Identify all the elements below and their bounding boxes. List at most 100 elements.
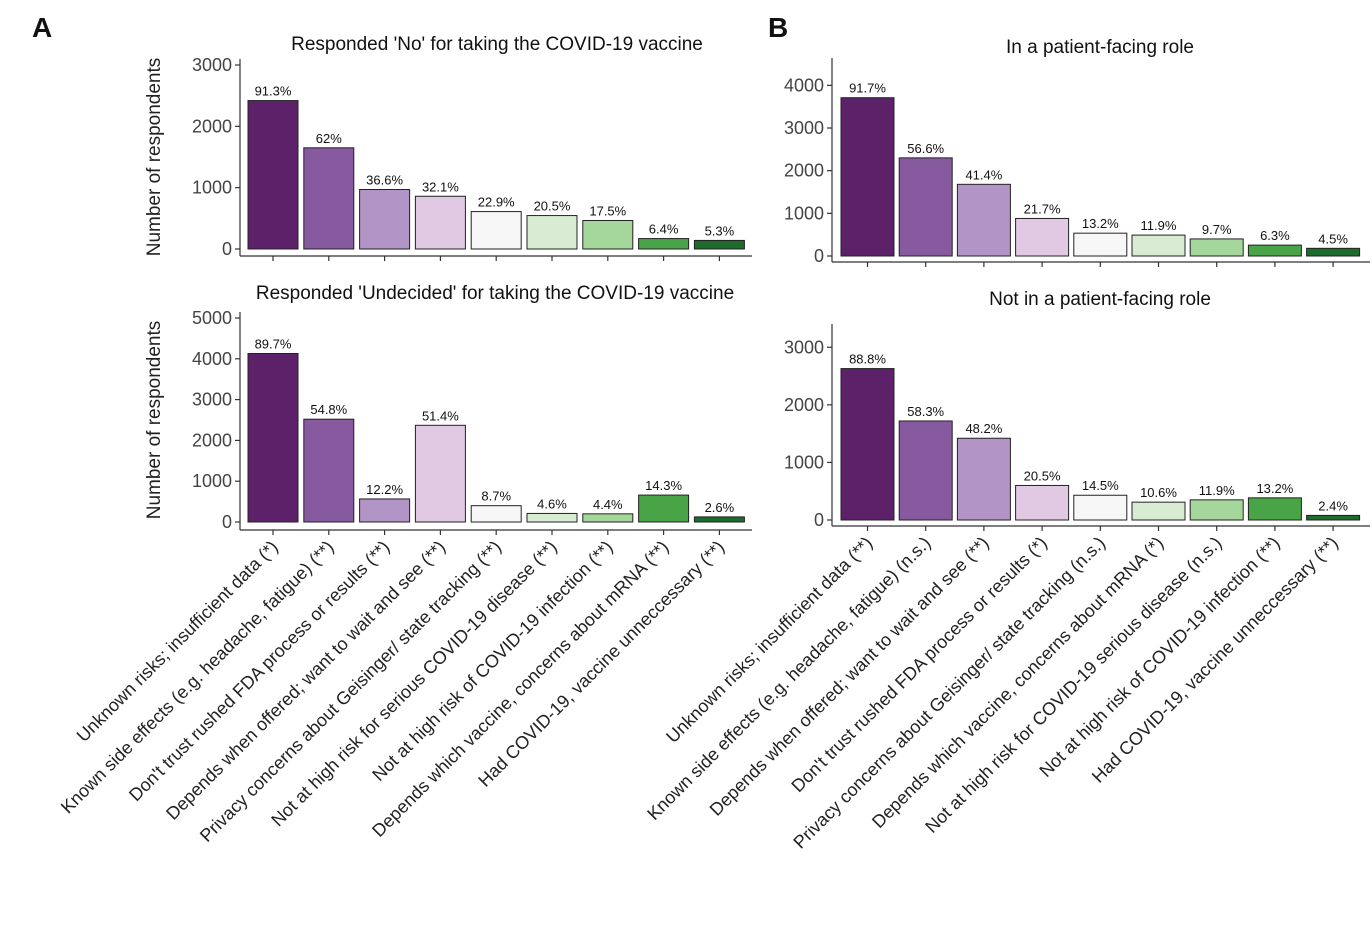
chart-title: Responded 'No' for taking the COVID-19 v… bbox=[291, 34, 703, 55]
bar bbox=[693, 516, 745, 523]
bar bbox=[1247, 244, 1302, 257]
bar bbox=[247, 352, 299, 523]
bar bbox=[359, 498, 411, 523]
y-tick-label: 0 bbox=[222, 239, 232, 259]
panel-b-letter: B bbox=[768, 12, 788, 43]
bar-value-label: 22.9% bbox=[478, 195, 515, 210]
chart-b-not-patient-facing: Not in a patient-facing role 0 1000 2000 300… bbox=[643, 289, 1370, 852]
bar bbox=[582, 219, 634, 250]
bar-value-label: 32.1% bbox=[422, 179, 459, 194]
bar-value-label: 58.3% bbox=[907, 404, 944, 419]
chart-a-no: Responded 'No' for taking the COVID-19 v… bbox=[144, 34, 752, 261]
bar bbox=[414, 195, 466, 250]
chart-b-patient-facing: In a patient-facing role 0 1000 2000 3000 400… bbox=[784, 37, 1370, 267]
bar-value-label: 54.8% bbox=[310, 402, 347, 417]
bar-value-label: 13.2% bbox=[1256, 481, 1293, 496]
bar bbox=[470, 505, 522, 523]
bar-value-label: 56.6% bbox=[907, 141, 944, 156]
bar-value-label: 11.9% bbox=[1199, 483, 1235, 498]
bar-value-label: 36.6% bbox=[366, 173, 403, 188]
y-tick-label: 0 bbox=[814, 246, 824, 266]
y-tick-label: 1000 bbox=[192, 471, 232, 491]
y-tick-label: 2000 bbox=[784, 395, 824, 415]
bar bbox=[1015, 484, 1070, 521]
y-axis-title: Number of respondents bbox=[144, 58, 165, 257]
bar bbox=[303, 418, 355, 523]
bar bbox=[1306, 247, 1361, 257]
y-tick-label: 2000 bbox=[192, 116, 232, 136]
panel-a-letter: A bbox=[32, 12, 52, 43]
bar-value-label: 4.5% bbox=[1318, 231, 1348, 246]
bar-value-label: 5.3% bbox=[705, 223, 735, 238]
bar-value-label: 17.5% bbox=[589, 203, 626, 218]
bar bbox=[956, 183, 1011, 257]
bar bbox=[1015, 217, 1070, 257]
bar-value-label: 41.4% bbox=[965, 167, 1002, 182]
bar-value-label: 8.7% bbox=[481, 489, 511, 504]
bar bbox=[1306, 514, 1361, 521]
bar bbox=[1131, 234, 1186, 257]
bar bbox=[1189, 499, 1244, 521]
bar-value-label: 88.8% bbox=[849, 352, 886, 367]
bar bbox=[359, 189, 411, 250]
chart-a-undecided: Responded 'Undecided' for taking the COV… bbox=[57, 283, 752, 846]
bar-value-label: 48.2% bbox=[965, 421, 1002, 436]
y-tick-label: 2000 bbox=[784, 161, 824, 181]
y-tick-label: 3000 bbox=[192, 390, 232, 410]
chart-title: Responded 'Undecided' for taking the COV… bbox=[256, 283, 734, 304]
bar-value-label: 2.6% bbox=[705, 500, 735, 515]
bar-value-label: 91.3% bbox=[255, 84, 292, 99]
chart-title: In a patient-facing role bbox=[1006, 37, 1194, 58]
y-axis-title: Number of respondents bbox=[144, 321, 165, 520]
bar bbox=[303, 147, 355, 250]
category-label: Depends when offered; want to wait and s… bbox=[706, 533, 993, 820]
y-tick-label: 3000 bbox=[784, 118, 824, 138]
y-tick-label: 2000 bbox=[192, 430, 232, 450]
y-tick-label: 3000 bbox=[192, 55, 232, 75]
bar bbox=[526, 512, 578, 523]
bar bbox=[638, 238, 690, 250]
bar-value-label: 51.4% bbox=[422, 408, 459, 423]
bar-value-label: 2.4% bbox=[1318, 498, 1348, 513]
bar bbox=[840, 368, 895, 521]
bar bbox=[247, 100, 299, 250]
bar bbox=[1073, 494, 1128, 521]
bar-value-label: 6.4% bbox=[649, 222, 679, 237]
y-tick-label: 0 bbox=[814, 510, 824, 530]
y-tick-label: 1000 bbox=[784, 452, 824, 472]
bar-value-label: 4.6% bbox=[537, 496, 567, 511]
chart-title: Not in a patient-facing role bbox=[989, 289, 1211, 310]
bar-value-label: 10.6% bbox=[1140, 485, 1177, 500]
bar bbox=[898, 420, 953, 521]
bar-value-label: 21.7% bbox=[1024, 201, 1061, 216]
bar bbox=[526, 215, 578, 250]
bar-value-label: 89.7% bbox=[255, 336, 292, 351]
y-tick-label: 4000 bbox=[784, 75, 824, 95]
bar-value-label: 12.2% bbox=[366, 482, 403, 497]
bar bbox=[414, 424, 466, 523]
y-tick-label: 1000 bbox=[192, 178, 232, 198]
bar bbox=[470, 211, 522, 250]
bar bbox=[840, 97, 895, 257]
bar bbox=[1073, 232, 1128, 257]
bar bbox=[1247, 497, 1302, 521]
bar-value-label: 13.2% bbox=[1082, 216, 1119, 231]
bar-value-label: 11.9% bbox=[1141, 218, 1177, 233]
bar-value-label: 9.7% bbox=[1202, 222, 1232, 237]
category-label: Don't trust rushed FDA process or result… bbox=[125, 537, 393, 805]
y-tick-label: 5000 bbox=[192, 308, 232, 328]
bar bbox=[582, 513, 634, 523]
bar-value-label: 20.5% bbox=[534, 199, 571, 214]
bar bbox=[956, 437, 1011, 521]
bar bbox=[898, 157, 953, 257]
bar-value-label: 14.3% bbox=[645, 478, 682, 493]
bar bbox=[693, 239, 745, 250]
bar-value-label: 4.4% bbox=[593, 497, 623, 512]
bar bbox=[1189, 238, 1244, 257]
bar bbox=[1131, 501, 1186, 521]
bar bbox=[638, 494, 690, 523]
bar-value-label: 91.7% bbox=[849, 81, 886, 96]
y-tick-label: 0 bbox=[222, 512, 232, 532]
bar-value-label: 62% bbox=[316, 131, 342, 146]
